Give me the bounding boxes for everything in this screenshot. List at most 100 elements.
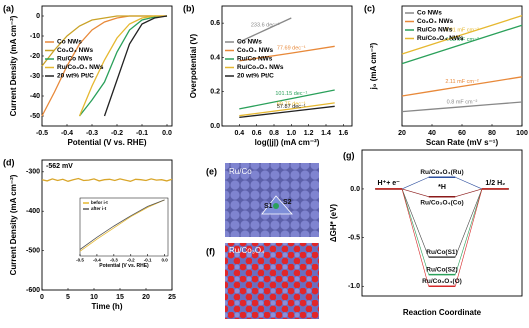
x-axis-title: Time (h): [92, 302, 123, 311]
connector: [401, 176, 429, 190]
x-tick-label: -0.2: [127, 258, 135, 263]
legend-label: Co NWs: [57, 39, 82, 46]
x-tick-label: 40: [428, 130, 436, 137]
panel-label: (b): [183, 3, 195, 13]
slope-label: 0.8 mF cm⁻²: [447, 99, 478, 105]
x-axis-title: Scan Rate (mV s⁻¹): [426, 138, 499, 147]
x-tick-label: 5: [66, 294, 70, 301]
category-label: H⁺+ e⁻: [377, 180, 400, 187]
structure-title: Ru/Co₃O₄: [229, 246, 264, 255]
connector: [455, 176, 483, 190]
x-tick-label: 80: [488, 130, 496, 137]
connector: [455, 188, 483, 287]
x-tick-label: 1.0: [286, 130, 296, 137]
x-tick-label: 25: [168, 294, 176, 301]
x-axis-title: Potential (V vs. RHE): [99, 263, 149, 269]
y-tick-label: 0: [36, 13, 40, 20]
legend-label: Ru/Co NWs: [57, 56, 93, 63]
series-line: [239, 102, 335, 117]
series-line: [103, 15, 168, 117]
panel-f: (f) Ru/Co₃O₄: [206, 243, 319, 319]
y-tick-label: 0.6: [210, 20, 220, 27]
series-line: [41, 177, 173, 182]
connector: [401, 188, 429, 275]
x-tick-label: -0.3: [86, 130, 98, 137]
legend-label: 20 wt% Pt/C: [57, 73, 94, 80]
y-axis-title: Overpotential (V): [189, 33, 198, 98]
connector: [455, 188, 483, 275]
level-label: Ru/Co(S1): [426, 249, 457, 256]
slope-label: 101.15 dec⁻¹: [275, 91, 307, 97]
legend-label: 20 wt% Pt/C: [237, 73, 274, 80]
slope-label: 77.69 dec⁻¹: [277, 46, 306, 52]
x-tick-label: 1.6: [338, 130, 348, 137]
legend-label: Ru/Co₃O₄ NWs: [237, 64, 284, 71]
series-line: [239, 89, 335, 110]
panel-label: (g): [343, 150, 355, 160]
series-line: [401, 76, 523, 97]
series-line: [78, 15, 167, 117]
y-tick-label: -40: [30, 93, 40, 100]
x-tick-label: 0: [40, 294, 44, 301]
legend-label: Co NWs: [417, 10, 442, 17]
slope-label: 2.11 mF cm⁻²: [445, 79, 479, 85]
legend-label: Ru/Co₃O₄ NWs: [417, 35, 464, 42]
y-tick-label: 0.4: [210, 54, 220, 61]
plot-frame: [221, 5, 353, 127]
x-tick-label: 1.4: [321, 130, 331, 137]
x-axis-title: log(|j|) (mA cm⁻²): [255, 138, 320, 147]
x-tick-label: 1.2: [304, 130, 314, 137]
x-tick-label: -0.2: [111, 130, 123, 137]
connector: [455, 188, 483, 258]
site-label: S2: [283, 199, 292, 206]
y-tick-label: -600: [26, 287, 40, 294]
y-tick-label: 0.0: [210, 123, 220, 130]
y-tick-label: -300: [26, 169, 40, 176]
slope-label: 57.87 dec⁻¹: [277, 104, 306, 110]
legend-label: Co₃O₄ NWs: [57, 47, 93, 54]
slope-label: 69.75 dec⁻¹: [277, 101, 306, 107]
series-line: [78, 15, 168, 117]
legend-label: Ru/Co NWs: [417, 27, 453, 34]
category-label: *H: [438, 184, 446, 191]
x-tick-label: 15: [116, 294, 124, 301]
y-tick-label: -30: [30, 73, 40, 80]
x-tick-label: 60: [458, 130, 466, 137]
annotation: -562 mV: [46, 163, 73, 170]
x-axis-title: Potential (V vs. RHE): [67, 138, 146, 147]
panel-e: (e) Ru/Co S1 S2: [206, 163, 319, 237]
legend-label: Co₃O₄ NWs: [237, 47, 273, 54]
slope-label: 4.91 mF cm⁻²: [445, 27, 479, 33]
connector: [401, 188, 429, 258]
x-tick-label: -0.5: [36, 130, 48, 137]
legend-label: Ru/Co NWs: [237, 56, 273, 63]
slope-label: 4.53 mF cm⁻²: [445, 37, 479, 43]
series-line: [239, 105, 335, 119]
x-tick-label: -0.5: [76, 258, 84, 263]
y-axis-title: ΔGH* (eV): [329, 204, 338, 243]
y-tick-label: 0.0: [350, 186, 360, 193]
x-tick-label: 20: [398, 130, 406, 137]
y-tick-label: -50: [30, 113, 40, 120]
x-tick-label: 100: [516, 130, 528, 137]
connector: [401, 188, 429, 287]
structure-title: Ru/Co: [229, 167, 252, 176]
slope-label: 233.6 dec⁻¹: [251, 22, 280, 28]
plot-frame: [401, 5, 523, 127]
legend-label: Co₃O₄ NWs: [417, 18, 453, 25]
level-label: Ru/Co(S2): [426, 266, 457, 273]
x-tick-label: 0.6: [252, 130, 262, 137]
connector: [401, 188, 429, 198]
level-label: Ru/Co₃O₄(Co): [420, 199, 463, 206]
series-line: [401, 101, 523, 113]
y-tick-label: -10: [30, 33, 40, 40]
series-line: [79, 199, 165, 252]
series-line: [401, 24, 523, 65]
structure-image: [225, 163, 319, 237]
category-label: 1/2 H₂: [485, 180, 505, 187]
x-tick-label: 0.0: [161, 258, 168, 263]
y-tick-label: -500: [26, 247, 40, 254]
series-line: [41, 15, 167, 67]
h-atom: [273, 203, 279, 209]
